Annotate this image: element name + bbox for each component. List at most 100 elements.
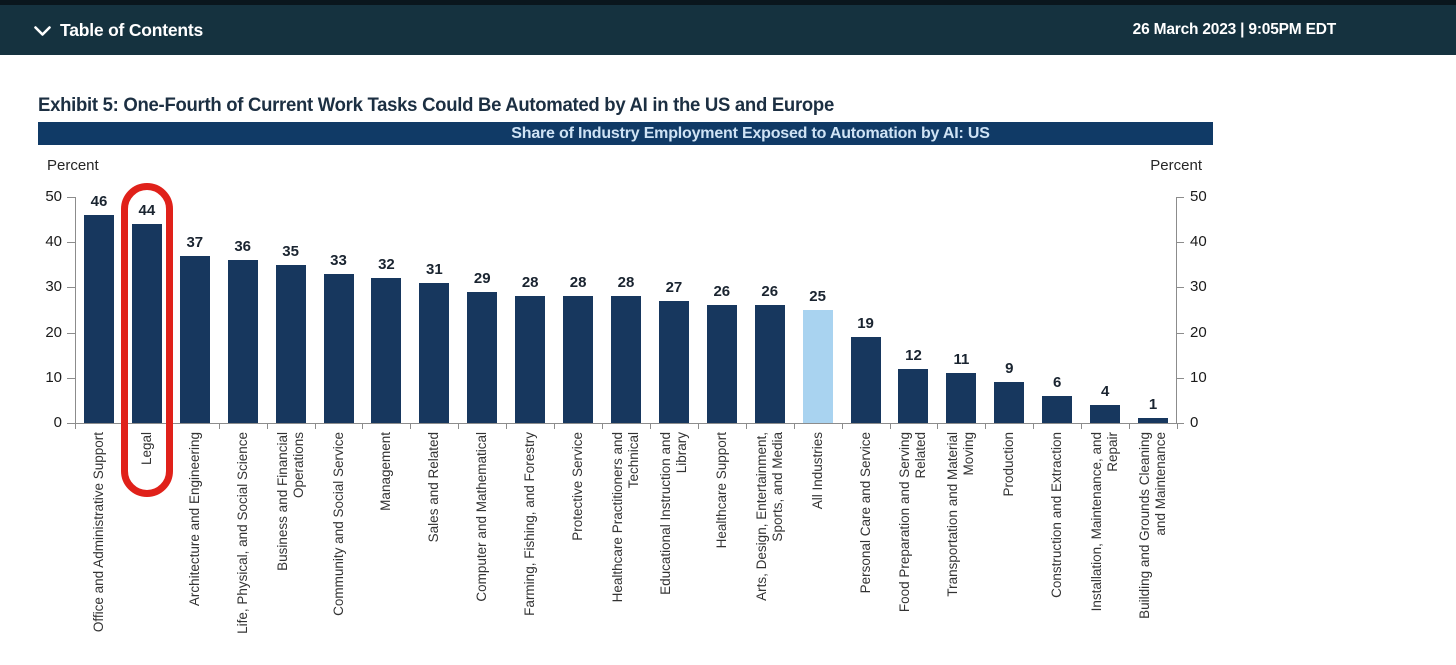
- bar-value-label: 37: [186, 233, 204, 251]
- bar-architecture-and-engineering: [179, 255, 210, 423]
- x-axis-category-tick: [1129, 423, 1131, 429]
- bar-arts-design-entertainment-sports-and-media: [754, 305, 785, 423]
- y-axis-tick-left: [67, 423, 75, 424]
- y-axis-tick-right: [1176, 377, 1184, 379]
- bar-value-label: 31: [426, 260, 443, 278]
- bar-value-label: 26: [713, 283, 731, 301]
- bar-healthcare-practitioners-and-technical: [611, 296, 641, 423]
- category-label-building-and-grounds-cleaning-and-maintenance: Building and Grounds Cleaning and Mainte…: [1137, 432, 1169, 619]
- x-axis-category-tick: [889, 423, 891, 429]
- bar-production: [994, 382, 1025, 423]
- y-axis-caption-right: Percent: [1150, 157, 1202, 174]
- bar-legal: [131, 224, 162, 423]
- x-axis-category-tick: [745, 423, 747, 429]
- y-axis-tick-label-right: 40: [1190, 233, 1207, 251]
- y-axis-tick-label-left: 30: [45, 278, 62, 296]
- x-axis-category-tick: [266, 423, 268, 429]
- bar-value-label: 27: [665, 278, 683, 296]
- category-label-production: Production: [1001, 432, 1017, 497]
- chart-title: Share of Industry Employment Exposed to …: [38, 122, 1213, 145]
- bar-value-label: 11: [953, 351, 970, 369]
- bar-all-industries: [802, 310, 833, 423]
- bar-life-physical-and-social-science: [227, 260, 258, 423]
- y-axis-tick-label-left: 10: [45, 368, 62, 386]
- category-label-installation-maintenance-and-repair: Installation, Maintenance, and Repair: [1089, 432, 1121, 612]
- x-axis-category-tick: [697, 423, 699, 429]
- x-axis-category-tick: [362, 423, 364, 429]
- x-axis-category-tick: [985, 423, 987, 429]
- category-label-farming-fishing-and-forestry: Farming, Fishing, and Forestry: [522, 432, 538, 616]
- bar-personal-care-and-service: [850, 337, 881, 423]
- y-axis-tick-left: [67, 242, 75, 244]
- y-axis-tick-label-left: 50: [45, 188, 62, 205]
- category-label-computer-and-mathematical: Computer and Mathematical: [474, 432, 490, 602]
- category-label-all-industries: All Industries: [809, 432, 825, 510]
- x-axis-category-tick: [554, 423, 556, 429]
- bar-protective-service: [563, 296, 594, 423]
- bar-value-label: 28: [569, 274, 587, 292]
- bar-healthcare-support: [706, 305, 737, 423]
- annotation-red-circle: [120, 183, 173, 497]
- bar-value-label: 19: [857, 315, 874, 333]
- table-of-contents-toggle[interactable]: Table of Contents: [34, 20, 203, 41]
- x-axis-category-tick: [410, 423, 412, 429]
- y-axis-tick-label-right: 0: [1190, 414, 1199, 431]
- category-label-business-and-financial-operations: Business and Financial Operations: [274, 432, 306, 571]
- y-axis-tick-left: [67, 332, 75, 334]
- y-axis-tick-label-right: 50: [1190, 188, 1207, 205]
- x-axis-category-tick: [1033, 423, 1035, 429]
- category-label-management: Management: [378, 432, 394, 511]
- bar-office-and-administrative-support: [83, 215, 114, 423]
- bar-farming-fishing-and-forestry: [515, 296, 546, 423]
- y-axis-tick-label-right: 10: [1190, 368, 1207, 386]
- y-axis-tick-right: [1176, 332, 1184, 334]
- bar-management: [371, 278, 402, 423]
- category-label-educational-instruction-and-library: Educational Instruction and Library: [657, 432, 689, 595]
- x-axis-category-tick: [1177, 423, 1178, 429]
- x-axis-category-tick: [75, 423, 76, 429]
- y-axis-caption-left: Percent: [47, 157, 99, 174]
- bar-value-label: 32: [378, 256, 395, 274]
- category-label-community-and-social-service: Community and Social Service: [330, 432, 346, 616]
- category-label-healthcare-practitioners-and-technical: Healthcare Practitioners and Technical: [610, 432, 641, 603]
- bar-transportation-and-material-moving: [946, 373, 977, 423]
- bar-business-and-financial-operations: [275, 264, 306, 423]
- bar-building-and-grounds-cleaning-and-maintenance: [1138, 418, 1169, 423]
- x-axis-category-tick: [314, 423, 316, 429]
- y-axis-tick-left: [67, 377, 75, 379]
- report-datetime: 26 March 2023 | 9:05PM EDT: [1132, 21, 1337, 38]
- category-label-protective-service: Protective Service: [570, 432, 586, 541]
- bar-value-label: 28: [521, 274, 539, 292]
- top-navigation-bar: Table of Contents 26 March 2023 | 9:05PM…: [0, 0, 1456, 55]
- y-axis-tick-label-left: 40: [45, 233, 62, 251]
- x-axis-category-tick: [649, 423, 651, 429]
- bar-community-and-social-service: [323, 273, 354, 423]
- category-label-life-physical-and-social-science: Life, Physical, and Social Science: [234, 432, 250, 634]
- bar-value-label: 29: [473, 269, 491, 287]
- bar-sales-and-related: [419, 282, 450, 423]
- exhibit-title: Exhibit 5: One-Fourth of Current Work Ta…: [38, 94, 834, 116]
- y-axis-tick-label-left: 20: [45, 323, 62, 341]
- x-axis-category-tick: [793, 423, 795, 429]
- x-axis-category-tick: [458, 423, 460, 429]
- bar-value-label: 12: [905, 346, 922, 364]
- bar-value-label: 35: [282, 242, 299, 260]
- x-axis-category-tick: [841, 423, 843, 429]
- bar-value-label: 33: [330, 251, 347, 269]
- bar-value-label: 1: [1148, 396, 1158, 414]
- y-axis-line-left: [75, 197, 76, 423]
- bar-construction-and-extraction: [1042, 395, 1073, 423]
- category-label-construction-and-extraction: Construction and Extraction: [1049, 432, 1065, 598]
- bar-value-label: 6: [1053, 373, 1062, 391]
- y-axis-tick-right: [1176, 242, 1184, 244]
- x-axis-category-tick: [602, 423, 604, 429]
- y-axis-tick-label-left: 0: [53, 414, 62, 431]
- bar-value-label: 26: [761, 283, 779, 301]
- category-label-sales-and-related: Sales and Related: [426, 432, 442, 543]
- category-label-architecture-and-engineering: Architecture and Engineering: [186, 432, 202, 607]
- y-axis-line-right: [1176, 197, 1177, 423]
- bar-educational-instruction-and-library: [658, 300, 689, 423]
- category-label-healthcare-support: Healthcare Support: [713, 432, 729, 549]
- bar-value-label: 4: [1100, 382, 1110, 400]
